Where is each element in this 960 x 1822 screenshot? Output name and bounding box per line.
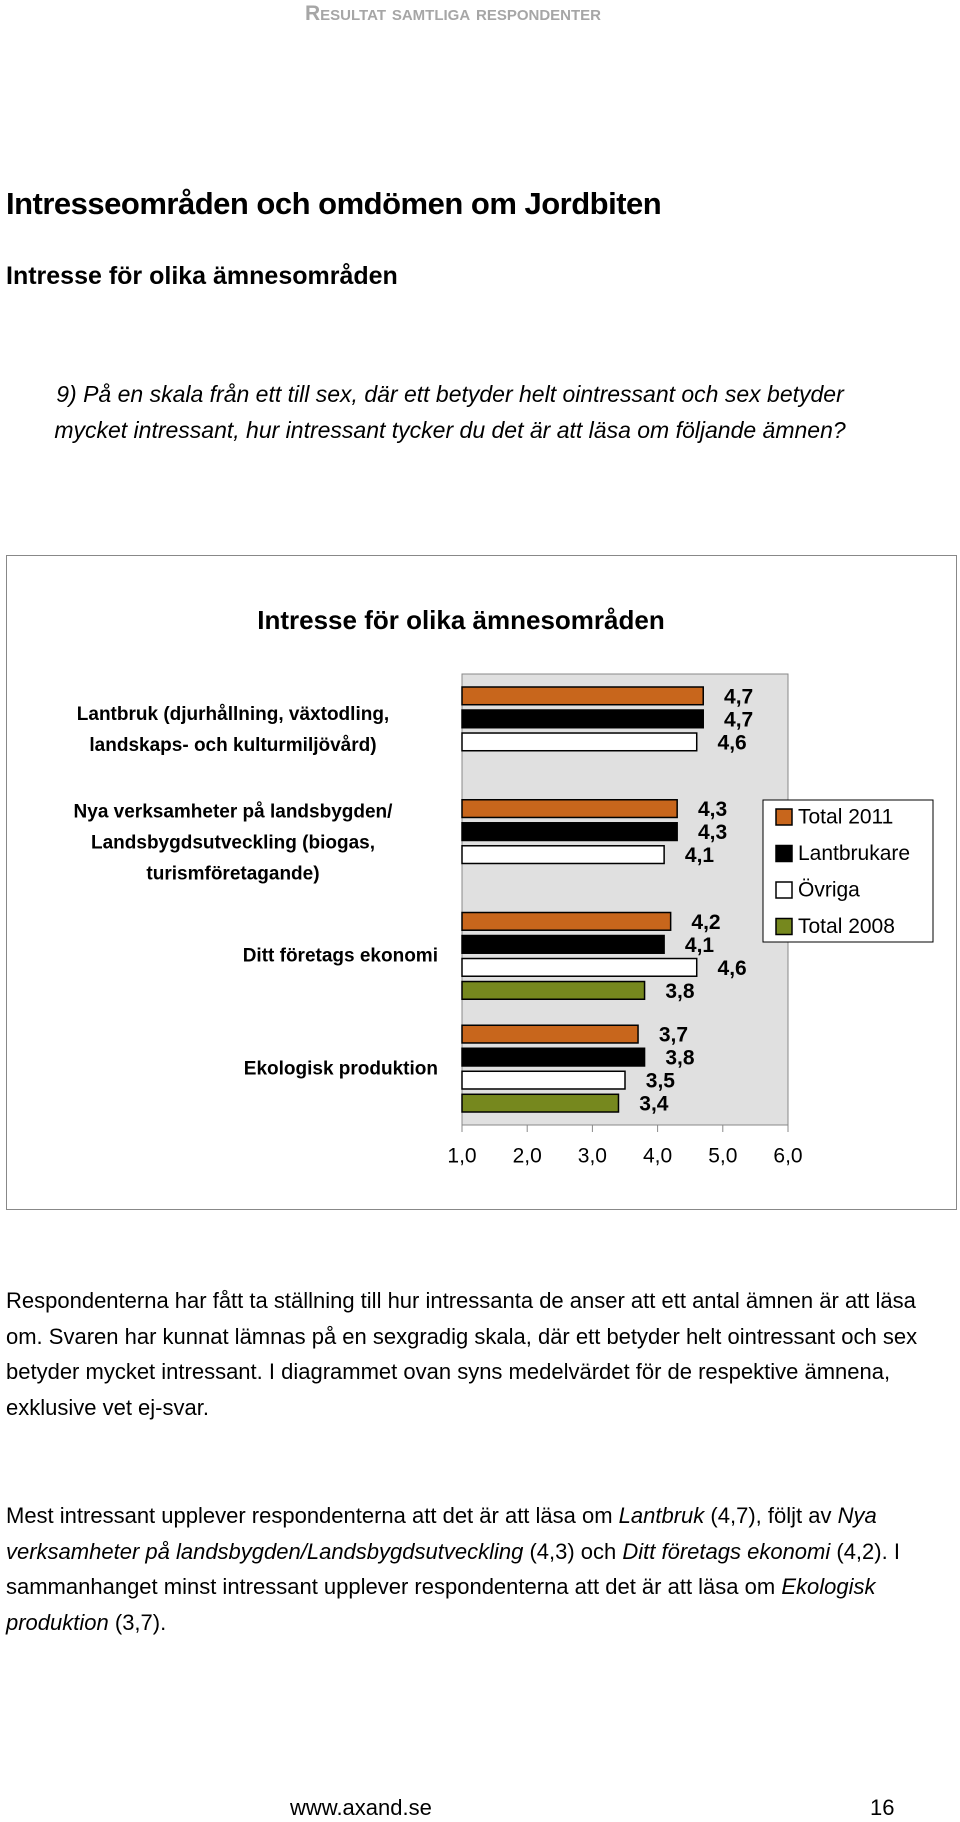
legend-swatch <box>775 917 793 936</box>
bar <box>461 911 672 931</box>
bar <box>461 732 698 752</box>
text-run: (4,2). I sammanhanget minst intressant u… <box>6 1538 900 1600</box>
x-tick-label: 1,0 <box>447 1145 476 1168</box>
x-tick-label: 6,0 <box>773 1145 802 1168</box>
bar <box>461 934 665 954</box>
value-label: 4,3 <box>698 821 727 844</box>
legend-label: Total 2011 <box>798 806 893 829</box>
bar <box>461 957 698 977</box>
category-text: Ekologisk produktion <box>243 1058 438 1080</box>
category-label: Ekologisk produktion <box>28 1053 438 1084</box>
text-run: Ditt företags ekonomi <box>622 1538 831 1564</box>
text-run: (3,7). <box>108 1609 167 1635</box>
legend-label: Total 2008 <box>798 915 895 938</box>
text-run: Ekologisk produktion <box>6 1574 876 1635</box>
text-run: Respondenterna har fått ta ställning til… <box>6 1288 918 1420</box>
bar <box>461 822 678 842</box>
running-title: Resultat samtliga respondenter <box>305 2 601 25</box>
value-label: 3,7 <box>659 1024 688 1047</box>
text-run: (4,7), följt av <box>704 1503 838 1528</box>
paragraph: Mest intressant upplever respondenterna … <box>6 1498 951 1640</box>
chart-frame <box>6 555 957 1210</box>
footer-url: www.axand.se <box>290 1795 432 1820</box>
bar <box>461 686 704 706</box>
category-label: Lantbruk (djurhållning, växtodling, land… <box>28 699 438 761</box>
x-tick-label: 2,0 <box>513 1145 542 1168</box>
paragraph: Respondenterna har fått ta ställning til… <box>6 1283 951 1425</box>
bar <box>461 980 646 1000</box>
value-label: 3,8 <box>665 1047 695 1070</box>
x-tick-label: 3,0 <box>578 1145 607 1168</box>
value-label: 4,7 <box>724 708 753 731</box>
value-label: 3,5 <box>646 1070 676 1093</box>
legend-swatch <box>775 881 793 899</box>
x-tick-label: 5,0 <box>708 1145 737 1168</box>
category-label: Ditt företags ekonomi <box>28 940 438 971</box>
legend-swatch <box>775 844 793 863</box>
bar <box>461 709 704 729</box>
legend-swatch <box>775 808 793 826</box>
legend-label: Lantbrukare <box>798 842 910 865</box>
category-text: Lantbruk (djurhållning, växtodling, land… <box>76 704 390 757</box>
chart-title: Intresse för olika ämnesområden <box>257 605 665 635</box>
question: 9) På en skala från ett till sex, där et… <box>54 381 846 443</box>
value-label: 3,8 <box>665 980 695 1003</box>
x-tick-label: 4,0 <box>643 1145 672 1168</box>
bar <box>461 1024 639 1044</box>
bar <box>461 845 665 865</box>
value-label: 4,2 <box>691 911 720 934</box>
bar <box>461 1047 646 1067</box>
text-run: Nya verksamheter på landsbygden/Landsbyg… <box>6 1503 877 1564</box>
text-run: Lantbruk <box>618 1503 705 1528</box>
text-run: (4,3) och <box>523 1538 623 1564</box>
value-label: 4,1 <box>685 934 715 957</box>
category-text: Nya verksamheter på landsbygden/ Landsby… <box>73 801 393 885</box>
page-number: 16 <box>870 1795 895 1820</box>
category-label: Nya verksamheter på landsbygden/ Landsby… <box>28 797 438 890</box>
value-label: 4,3 <box>698 798 727 821</box>
bar <box>461 1093 620 1113</box>
value-label: 4,6 <box>718 731 747 754</box>
legend-label: Övriga <box>798 879 860 902</box>
value-label: 4,7 <box>724 685 753 708</box>
value-label: 3,4 <box>639 1093 669 1116</box>
value-label: 4,1 <box>685 844 715 867</box>
value-label: 4,6 <box>718 957 747 980</box>
subheading: Intresse för olika ämnesområden <box>6 262 398 290</box>
heading: Intresseområden och omdömen om Jordbiten <box>6 186 662 221</box>
text-run: Mest intressant upplever respondenterna … <box>6 1503 619 1528</box>
bar <box>461 1070 626 1090</box>
category-text: Ditt företags ekonomi <box>242 945 438 967</box>
bar <box>461 799 678 819</box>
